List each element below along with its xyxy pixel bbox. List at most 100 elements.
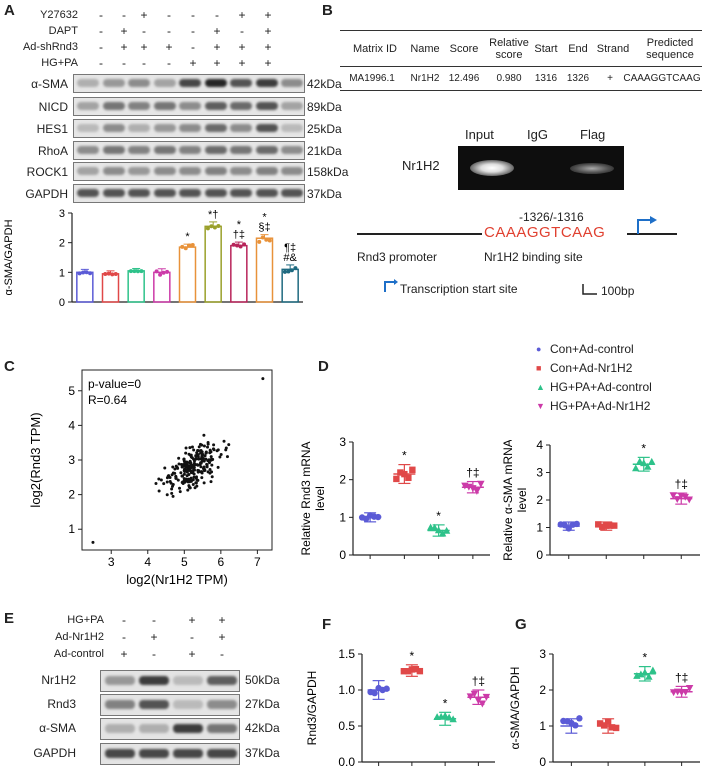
data-point <box>209 480 213 484</box>
panel-g-label: G <box>515 616 527 633</box>
blot-band <box>281 124 303 132</box>
y-tick-label: 0 <box>536 548 543 562</box>
blot-band <box>281 146 303 154</box>
data-point <box>171 465 175 469</box>
y-tick-label: 2 <box>59 238 65 250</box>
data-point <box>193 468 197 472</box>
data-point <box>159 478 163 482</box>
y-tick-label: 2 <box>68 488 75 502</box>
data-point <box>170 484 174 488</box>
promoter-label: Rnd3 promoter <box>357 250 438 264</box>
data-point <box>103 272 108 277</box>
panel-f-label: F <box>322 616 332 633</box>
y-tick-label: 3 <box>339 435 346 449</box>
significance-label: * <box>402 449 407 463</box>
blot-band <box>207 676 237 685</box>
condition-sign: + <box>213 56 221 70</box>
data-point <box>184 446 188 450</box>
y-axis-label: Relative α-SMA mRNA <box>501 440 515 561</box>
condition-sign: + <box>264 56 272 70</box>
condition-sign: - <box>99 24 103 38</box>
data-point <box>210 470 214 474</box>
data-point <box>412 665 420 673</box>
gel-row-label: Nr1H2 <box>402 158 440 173</box>
data-point <box>204 451 208 455</box>
data-point <box>188 478 192 482</box>
data-point <box>183 461 187 465</box>
table-cell: + <box>607 73 613 84</box>
gel-col-input: Input <box>465 127 494 142</box>
data-point <box>645 672 653 680</box>
condition-sign: + <box>120 40 128 54</box>
blot-band <box>102 102 125 110</box>
blot-kda: 21kDa <box>307 144 342 158</box>
data-point <box>197 457 201 461</box>
data-point <box>200 443 204 447</box>
data-point <box>189 469 193 473</box>
legend-marker-icon: ● <box>536 344 542 354</box>
table-header: Name <box>410 43 440 55</box>
data-point <box>77 271 82 276</box>
blot-band <box>139 676 169 685</box>
blot-band <box>204 189 227 197</box>
gel-col-igg: IgG <box>527 127 548 142</box>
data-point <box>161 270 166 275</box>
significance-label: †‡ <box>472 674 485 688</box>
r-value-label: R=0.64 <box>88 393 127 407</box>
condition-sign: - <box>191 24 195 38</box>
y-tick-label: 4 <box>536 440 543 452</box>
blot-band <box>255 102 278 110</box>
data-point <box>192 466 196 470</box>
blot-band <box>204 167 227 175</box>
data-point <box>174 476 178 480</box>
data-point <box>171 494 175 498</box>
condition-sign: + <box>140 8 148 22</box>
data-point <box>409 466 416 473</box>
blot-band <box>77 189 99 197</box>
data-point <box>193 463 197 467</box>
bar <box>281 268 299 303</box>
table-header: Score <box>449 43 479 55</box>
table-cell: CAAAGGTCAAG <box>623 73 701 84</box>
y-tick-label: 1 <box>339 510 346 524</box>
data-point <box>430 523 439 531</box>
blot-band <box>204 102 227 110</box>
blot-label: NICD <box>38 100 68 114</box>
data-point <box>397 469 404 476</box>
condition-sign: + <box>238 40 246 54</box>
condition-sign: + <box>189 56 197 70</box>
condition-sign: - <box>99 8 103 22</box>
condition-sign: + <box>238 8 246 22</box>
table-cell: 1326 <box>566 73 590 84</box>
blot-band <box>102 167 125 175</box>
y-tick-label: 2 <box>539 683 546 697</box>
significance-label: * <box>410 649 415 663</box>
data-point <box>210 463 214 467</box>
data-point <box>219 452 223 456</box>
blot-strip-4 <box>73 162 305 181</box>
data-point <box>157 489 161 493</box>
blot-strip-2 <box>73 119 305 138</box>
data-point <box>177 462 181 466</box>
data-point <box>113 271 118 276</box>
bar <box>76 271 94 303</box>
condition-sign: - <box>142 24 146 38</box>
blot-band <box>153 146 176 154</box>
data-point <box>669 492 677 500</box>
scale-bar-label: 100bp <box>601 284 635 298</box>
y-tick-label: 3 <box>68 453 75 467</box>
condition-label: HG+PA <box>41 57 78 69</box>
condition-sign: - <box>122 8 126 22</box>
blot-label: RhoA <box>37 144 68 158</box>
data-point <box>185 468 189 472</box>
significance-label: * <box>237 219 242 231</box>
data-point <box>182 469 186 473</box>
blot-band <box>153 189 176 197</box>
data-point <box>170 487 174 491</box>
blot-kda: 37kDa <box>245 746 280 760</box>
y-axis-label: Relative Rnd3 mRNA <box>299 441 313 555</box>
y-axis-label: Rnd3/GAPDH <box>305 671 319 746</box>
data-point <box>649 666 657 674</box>
condition-sign: - <box>142 56 146 70</box>
blot-kda: 27kDa <box>245 697 280 711</box>
